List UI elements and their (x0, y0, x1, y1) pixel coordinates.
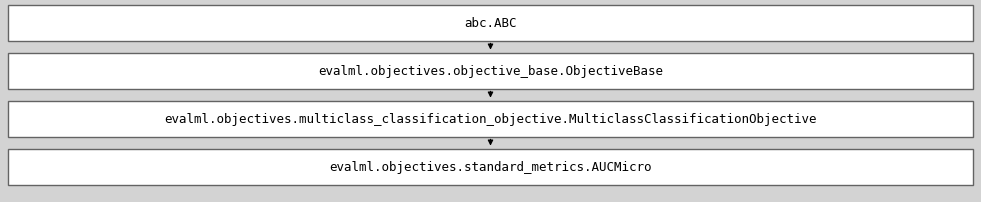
Text: evalml.objectives.multiclass_classification_objective.MulticlassClassificationOb: evalml.objectives.multiclass_classificat… (164, 113, 817, 125)
Bar (8, 149, 973, 185)
Text: evalml.objectives.standard_metrics.AUCMicro: evalml.objectives.standard_metrics.AUCMi… (330, 160, 651, 173)
Text: evalml.objectives.objective_base.ObjectiveBase: evalml.objectives.objective_base.Objecti… (318, 65, 663, 78)
Text: abc.ABC: abc.ABC (464, 17, 517, 30)
Bar (8, 53, 973, 89)
Bar (8, 101, 973, 137)
Bar (8, 5, 973, 41)
